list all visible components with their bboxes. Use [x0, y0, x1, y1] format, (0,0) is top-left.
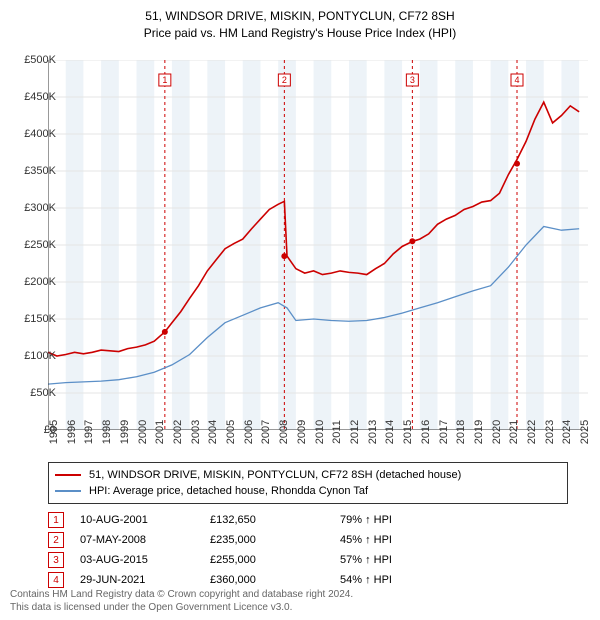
x-tick-label: 2009 — [296, 420, 308, 444]
x-tick-label: 2000 — [137, 420, 149, 444]
x-tick-label: 2015 — [402, 420, 414, 444]
events-table: 1 10-AUG-2001£132,65079% ↑ HPI 2 07-MAY-200… — [48, 510, 440, 590]
x-tick-label: 1998 — [101, 420, 113, 444]
y-tick-label: £250K — [14, 239, 56, 251]
event-marker: 2 — [48, 532, 64, 548]
x-tick-label: 2001 — [154, 420, 166, 444]
footer-line-2: This data is licensed under the Open Gov… — [10, 601, 353, 614]
x-tick-label: 2006 — [243, 420, 255, 444]
x-tick-label: 1995 — [48, 420, 60, 444]
x-tick-label: 2025 — [579, 420, 591, 444]
x-tick-label: 2008 — [278, 420, 290, 444]
x-tick-label: 2003 — [190, 420, 202, 444]
x-tick-label: 2024 — [561, 420, 573, 444]
legend-item: 51, WINDSOR DRIVE, MISKIN, PONTYCLUN, CF… — [55, 467, 561, 483]
x-tick-label: 2007 — [260, 420, 272, 444]
chart-title: 51, WINDSOR DRIVE, MISKIN, PONTYCLUN, CF… — [0, 0, 600, 42]
page: 51, WINDSOR DRIVE, MISKIN, PONTYCLUN, CF… — [0, 0, 600, 620]
svg-text:3: 3 — [410, 75, 415, 85]
event-marker: 1 — [48, 512, 64, 528]
event-pct: 45% ↑ HPI — [340, 534, 440, 546]
y-tick-label: £50K — [14, 387, 56, 399]
event-row: 1 10-AUG-2001£132,65079% ↑ HPI — [48, 510, 440, 530]
y-tick-label: £500K — [14, 54, 56, 66]
y-tick-label: £150K — [14, 313, 56, 325]
legend-label: 51, WINDSOR DRIVE, MISKIN, PONTYCLUN, CF… — [89, 469, 461, 481]
svg-text:1: 1 — [162, 75, 167, 85]
svg-text:4: 4 — [514, 75, 519, 85]
x-tick-label: 2012 — [349, 420, 361, 444]
x-tick-label: 1999 — [119, 420, 131, 444]
y-tick-label: £300K — [14, 202, 56, 214]
x-tick-label: 2014 — [384, 420, 396, 444]
event-date: 29-JUN-2021 — [80, 574, 210, 586]
event-pct: 57% ↑ HPI — [340, 554, 440, 566]
event-pct: 79% ↑ HPI — [340, 514, 440, 526]
x-tick-label: 2020 — [491, 420, 503, 444]
x-tick-label: 1996 — [66, 420, 78, 444]
legend-swatch — [55, 474, 81, 476]
legend-swatch — [55, 490, 81, 492]
event-price: £132,650 — [210, 514, 340, 526]
event-price: £235,000 — [210, 534, 340, 546]
x-tick-label: 2021 — [508, 420, 520, 444]
event-row: 4 29-JUN-2021£360,00054% ↑ HPI — [48, 570, 440, 590]
legend: 51, WINDSOR DRIVE, MISKIN, PONTYCLUN, CF… — [48, 462, 568, 504]
footer: Contains HM Land Registry data © Crown c… — [10, 588, 353, 614]
x-tick-label: 2016 — [420, 420, 432, 444]
title-line-1: 51, WINDSOR DRIVE, MISKIN, PONTYCLUN, CF… — [0, 8, 600, 25]
y-tick-label: £450K — [14, 91, 56, 103]
event-marker: 3 — [48, 552, 64, 568]
x-tick-label: 2018 — [455, 420, 467, 444]
x-tick-label: 2013 — [367, 420, 379, 444]
chart-svg: 1 2 3 4 — [48, 60, 588, 430]
x-tick-label: 2019 — [473, 420, 485, 444]
event-row: 2 07-MAY-2008£235,00045% ↑ HPI — [48, 530, 440, 550]
legend-label: HPI: Average price, detached house, Rhon… — [89, 485, 368, 497]
y-tick-label: £200K — [14, 276, 56, 288]
legend-item: HPI: Average price, detached house, Rhon… — [55, 483, 561, 499]
event-row: 3 03-AUG-2015£255,00057% ↑ HPI — [48, 550, 440, 570]
y-tick-label: £400K — [14, 128, 56, 140]
event-date: 03-AUG-2015 — [80, 554, 210, 566]
event-price: £360,000 — [210, 574, 340, 586]
x-tick-label: 2011 — [331, 420, 343, 444]
title-line-2: Price paid vs. HM Land Registry's House … — [0, 25, 600, 42]
x-tick-label: 2002 — [172, 420, 184, 444]
price-chart: 1 2 3 4 — [48, 60, 588, 430]
x-tick-label: 2022 — [526, 420, 538, 444]
x-tick-label: 2005 — [225, 420, 237, 444]
x-tick-label: 2017 — [438, 420, 450, 444]
x-tick-label: 2023 — [544, 420, 556, 444]
event-date: 07-MAY-2008 — [80, 534, 210, 546]
svg-text:2: 2 — [282, 75, 287, 85]
event-price: £255,000 — [210, 554, 340, 566]
y-tick-label: £100K — [14, 350, 56, 362]
footer-line-1: Contains HM Land Registry data © Crown c… — [10, 588, 353, 601]
x-tick-label: 2004 — [207, 420, 219, 444]
event-pct: 54% ↑ HPI — [340, 574, 440, 586]
event-date: 10-AUG-2001 — [80, 514, 210, 526]
x-tick-label: 2010 — [314, 420, 326, 444]
y-tick-label: £350K — [14, 165, 56, 177]
event-marker: 4 — [48, 572, 64, 588]
x-tick-label: 1997 — [83, 420, 95, 444]
